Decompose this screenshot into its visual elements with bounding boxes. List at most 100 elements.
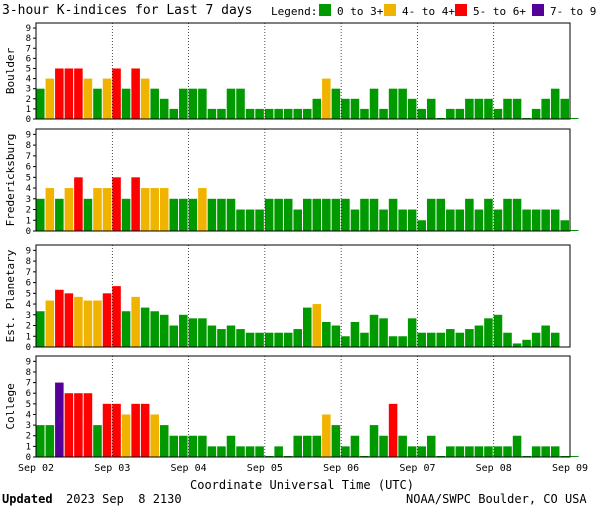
bar: [198, 318, 207, 347]
bar: [83, 393, 93, 457]
date-label: Sep 03: [94, 463, 130, 474]
x-axis-label: Coordinate Universal Time (UTC): [190, 478, 414, 492]
bar: [131, 403, 140, 457]
y-tick-label: 1: [26, 332, 31, 342]
bar: [426, 198, 436, 231]
date-label: Sep 06: [323, 463, 359, 474]
bar: [236, 88, 245, 119]
footer-credit: NOAA/SWPC Boulder, CO USA: [406, 492, 587, 506]
bar: [264, 332, 274, 347]
bar: [283, 198, 293, 231]
y-tick-label: 0: [26, 115, 31, 125]
bar: [140, 403, 150, 457]
bar: [217, 108, 226, 119]
bar: [322, 78, 331, 119]
bar: [550, 88, 560, 119]
bar: [512, 343, 522, 347]
date-axis: Sep 02 Sep 03 Sep 04 Sep 05 Sep 06 Sep 07 Sep …: [18, 463, 588, 474]
bar: [159, 188, 169, 231]
bar: [150, 88, 159, 119]
bar: [455, 108, 465, 119]
bar: [159, 425, 169, 457]
bar: [188, 88, 198, 119]
y-tick-label: 6: [26, 54, 31, 64]
bar: [293, 209, 302, 231]
bar: [207, 446, 217, 457]
bar: [550, 209, 560, 231]
legend-text-1: 4- to 4+: [402, 5, 455, 18]
y-tick-label: 0: [26, 227, 31, 237]
bar: [474, 209, 484, 231]
bar: [64, 393, 74, 457]
bar: [312, 304, 322, 347]
bar: [493, 446, 503, 457]
bar: [350, 321, 360, 347]
y-tick-label: 9: [26, 357, 31, 367]
y-tick-label: 7: [26, 152, 31, 162]
bar: [322, 414, 331, 457]
panel-frame: [35, 22, 571, 120]
bar: [102, 188, 112, 231]
legend-text-0: 0 to 3+: [337, 5, 384, 18]
legend-swatch-2: [455, 4, 467, 16]
bar: [369, 88, 379, 119]
bar: [522, 339, 531, 347]
bar: [426, 435, 436, 457]
bar: [341, 198, 350, 231]
bar: [264, 198, 274, 231]
bar: [55, 68, 64, 119]
bar: [426, 98, 436, 119]
y-tick-label: 3: [26, 85, 31, 95]
bar: [121, 311, 131, 347]
panel-label: Fredericksburg: [4, 134, 17, 227]
bar: [83, 300, 93, 347]
y-tick-label: 0: [26, 453, 31, 463]
bar: [274, 332, 283, 347]
bar: [45, 78, 55, 119]
bar: [64, 293, 74, 347]
bar: [217, 446, 226, 457]
bar: [455, 446, 465, 457]
bar: [45, 188, 55, 231]
bar: [388, 336, 398, 347]
y-tick-label: 4: [26, 184, 31, 194]
bar: [369, 314, 379, 347]
bar: [417, 332, 426, 347]
bar: [560, 220, 569, 231]
panel-label: Est. Planetary: [4, 249, 17, 342]
bar: [493, 314, 503, 347]
bar: [64, 68, 74, 119]
bar: [484, 446, 493, 457]
bar: [465, 198, 474, 231]
bar: [226, 435, 236, 457]
y-tick-label: 7: [26, 44, 31, 54]
bar: [198, 88, 207, 119]
chart-title: 3-hour K-indices for Last 7 days: [2, 3, 252, 18]
bar: [560, 98, 569, 119]
bar: [312, 98, 322, 119]
bar: [398, 209, 407, 231]
panel-frame: [35, 128, 571, 232]
bar: [131, 296, 140, 347]
bar: [179, 88, 188, 119]
bar: [293, 108, 302, 119]
y-tick-label: 8: [26, 257, 31, 267]
bar: [36, 425, 45, 457]
panel-frame: [35, 244, 571, 348]
bar: [369, 425, 379, 457]
bar: [474, 325, 484, 347]
bar: [360, 108, 369, 119]
y-tick-label: 6: [26, 163, 31, 173]
bar: [379, 318, 388, 347]
y-tick-label: 1: [26, 105, 31, 115]
bar: [226, 88, 236, 119]
bar: [255, 446, 264, 457]
bar: [74, 68, 83, 119]
y-tick-label: 5: [26, 173, 31, 183]
y-tick-label: 2: [26, 206, 31, 216]
bar: [493, 209, 503, 231]
bar: [417, 220, 426, 231]
bar: [503, 98, 512, 119]
